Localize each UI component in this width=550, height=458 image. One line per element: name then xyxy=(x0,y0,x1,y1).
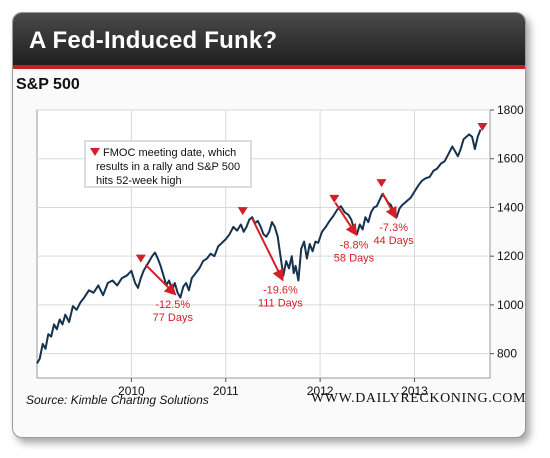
fomc-marker xyxy=(477,123,488,132)
decline-percent-label: -19.6% xyxy=(263,284,298,296)
legend-text-line: results in a rally and S&P 500 xyxy=(96,161,240,173)
decline-arrow xyxy=(144,264,177,296)
legend-text-line: hits 52-week high xyxy=(96,175,182,187)
decline-days-label: 111 Days xyxy=(258,297,303,309)
y-tick-label: 1400 xyxy=(497,200,524,214)
x-tick-label: 2011 xyxy=(213,384,239,398)
x-tick-label: 2013 xyxy=(401,384,428,398)
sp500-series-line xyxy=(36,129,482,364)
y-tick-label: 1000 xyxy=(497,298,524,312)
decline-percent-label: -8.8% xyxy=(340,239,369,251)
decline-percent-label: -7.3% xyxy=(379,222,408,234)
legend-box xyxy=(84,140,252,188)
title-accent-stripe xyxy=(13,65,525,69)
fomc-marker xyxy=(237,207,248,216)
x-tick-label: 2012 xyxy=(307,384,334,398)
decline-arrow xyxy=(334,202,358,237)
x-tick-label: 2010 xyxy=(118,384,145,398)
chart-title: A Fed-Induced Funk? xyxy=(29,27,278,54)
fomc-marker xyxy=(135,254,146,263)
legend-text-line: FMOC meeting date, which xyxy=(103,147,236,159)
decline-days-label: 58 Days xyxy=(334,252,375,264)
website-credit: WWW.DAILYRECKONING.COM xyxy=(310,391,526,406)
y-tick-label: 1200 xyxy=(497,249,524,263)
decline-arrow xyxy=(251,217,284,282)
decline-percent-label: -12.5% xyxy=(155,299,190,311)
y-tick-label: 1800 xyxy=(497,103,524,117)
fomc-marker xyxy=(329,194,340,203)
decline-days-label: 77 Days xyxy=(153,312,194,324)
chart-subtitle: S&P 500 xyxy=(16,76,80,93)
y-tick-label: 1600 xyxy=(497,152,524,166)
source-note: Source: Kimble Charting Solutions xyxy=(26,393,209,407)
legend-fomc-marker xyxy=(90,148,100,156)
fomc-marker xyxy=(376,179,387,188)
title-bar: A Fed-Induced Funk? xyxy=(13,13,525,69)
decline-arrow xyxy=(381,192,397,220)
y-tick-label: 800 xyxy=(497,347,517,361)
decline-days-label: 44 Days xyxy=(373,235,414,247)
